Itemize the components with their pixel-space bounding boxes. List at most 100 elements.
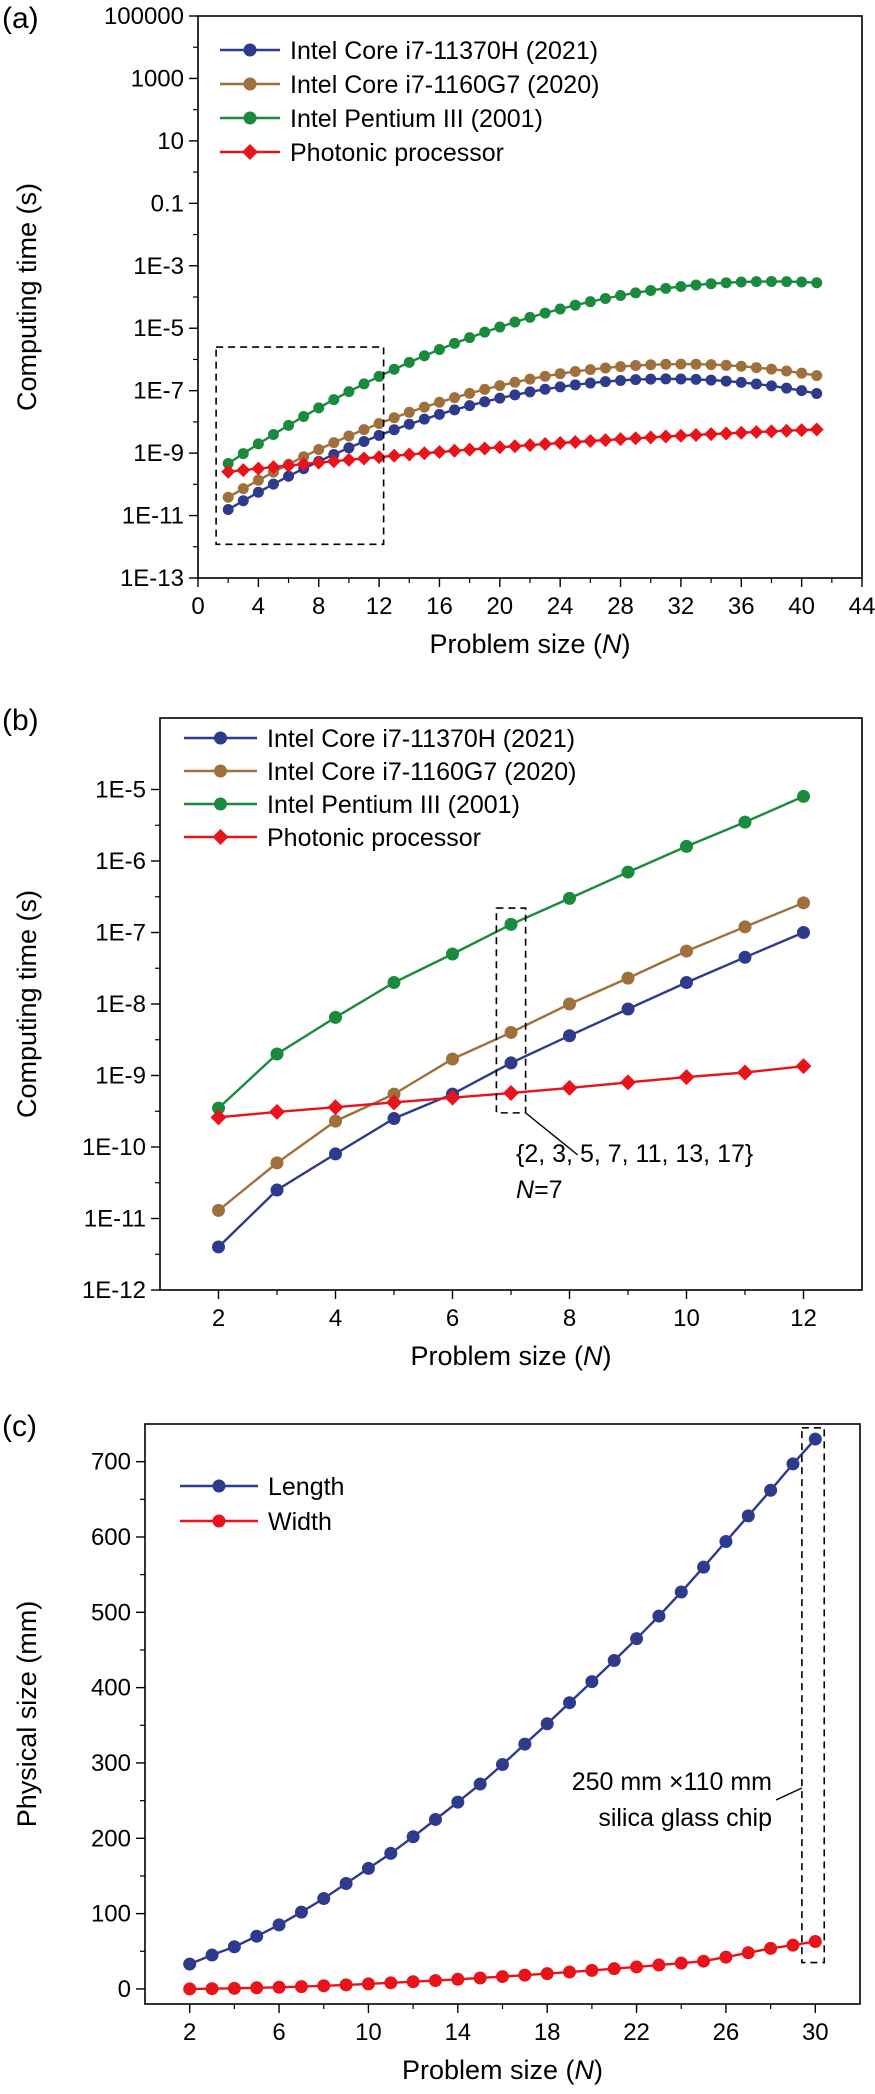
x-tick-label: 36 (728, 593, 755, 620)
y-tick-label: 1E-13 (120, 565, 184, 592)
data-point (428, 1812, 442, 1826)
data-point (507, 439, 522, 454)
data-point (620, 1074, 636, 1091)
x-tick-label: 10 (355, 2019, 382, 2046)
data-point (554, 368, 566, 380)
legend: Intel Core i7-11370H (2021) Intel Core i7… (184, 725, 576, 852)
data-point (494, 392, 506, 404)
legend-entry: Photonic processor (267, 824, 481, 852)
data-point (786, 1938, 800, 1952)
dashed-highlight-box (215, 346, 385, 546)
dashed-highlight-box (495, 907, 527, 1114)
data-point (554, 303, 566, 315)
data-point (704, 427, 719, 442)
data-point (329, 1114, 342, 1128)
annotation-leader (775, 1787, 803, 1801)
data-point (372, 450, 387, 465)
data-point (509, 316, 521, 328)
x-tick-label: 6 (272, 2019, 285, 2046)
data-point (749, 425, 764, 440)
x-tick-label: 8 (312, 593, 325, 620)
data-point (719, 1535, 733, 1549)
data-point (607, 1654, 621, 1668)
annotation-label-n: N=7 (516, 1176, 563, 1204)
x-tick-label: 14 (444, 2019, 471, 2046)
data-point (599, 292, 611, 304)
series-3 (222, 275, 823, 470)
x-axis-title: Problem size (N) (402, 2055, 603, 2085)
x-tick-label: 20 (486, 593, 513, 620)
data-point (270, 1183, 284, 1197)
data-point (449, 337, 461, 349)
annotation-leader (525, 1112, 579, 1156)
data-point (464, 400, 476, 412)
data-point (738, 815, 752, 829)
data-point (652, 1609, 666, 1623)
legend: Intel Core i7-11370H (2021) Intel Core i7… (220, 37, 599, 167)
data-point (477, 441, 492, 456)
y-tick-label: 1E-10 (82, 1134, 146, 1161)
data-point (205, 1982, 219, 1996)
data-point (361, 1977, 375, 1991)
data-point (796, 276, 808, 288)
legend-entry: Intel Core i7-1160G7 (2020) (290, 71, 599, 99)
data-point (327, 1099, 344, 1116)
data-point (674, 1956, 688, 1970)
annotation-label-chip: silica glass chip (598, 1804, 772, 1832)
data-point (237, 483, 249, 495)
data-point (781, 365, 793, 377)
legend-entry: Intel Core i7-11370H (2021) (267, 725, 575, 753)
annotation-label-dims: 250 mm ×110 mm (572, 1768, 772, 1796)
data-point (403, 418, 415, 430)
data-point (266, 460, 281, 475)
data-point (630, 1960, 644, 1974)
data-point (524, 373, 536, 385)
data-point (358, 378, 370, 390)
y-tick-label: 1E-7 (95, 920, 146, 947)
data-point (446, 1052, 459, 1066)
data-point (283, 470, 295, 482)
data-point (561, 1079, 578, 1096)
data-point (563, 1029, 576, 1043)
data-point (518, 1968, 532, 1982)
data-point (569, 366, 581, 378)
y-tick-label: 1E-5 (95, 777, 146, 804)
data-point (444, 1089, 461, 1106)
data-point (741, 1946, 755, 1960)
data-point (539, 307, 551, 319)
series-line (228, 428, 817, 473)
data-point (621, 865, 635, 879)
panel-label: (b) (2, 704, 39, 737)
legend-marker (214, 797, 227, 811)
data-point (808, 1432, 822, 1446)
legend-entry: Photonic processor (290, 139, 504, 167)
x-tick-label: 30 (802, 2019, 829, 2046)
data-point (403, 356, 415, 368)
data-point (205, 1948, 219, 1962)
y-tick-label: 500 (91, 1599, 131, 1626)
data-point (451, 1795, 465, 1809)
y-tick-label: 700 (91, 1449, 131, 1476)
data-point (563, 1965, 577, 1979)
data-point (227, 1981, 241, 1995)
data-point (341, 452, 356, 467)
legend-marker (212, 1479, 226, 1493)
data-point (524, 311, 536, 323)
series-1 (183, 1432, 822, 1971)
data-point (808, 1934, 822, 1948)
data-point (222, 458, 234, 470)
data-point (734, 425, 749, 440)
x-tick-label: 6 (446, 1305, 459, 1332)
data-point (384, 1976, 398, 1990)
data-point (781, 276, 793, 288)
legend-marker (212, 1514, 226, 1528)
legend-marker (243, 43, 257, 57)
data-point (781, 382, 793, 394)
series-2 (212, 896, 810, 1217)
data-point (402, 447, 417, 462)
data-point (750, 362, 762, 374)
y-tick-label: 1E-12 (82, 1277, 146, 1304)
data-point (432, 444, 447, 459)
data-point (387, 1087, 401, 1101)
data-point (645, 359, 657, 371)
